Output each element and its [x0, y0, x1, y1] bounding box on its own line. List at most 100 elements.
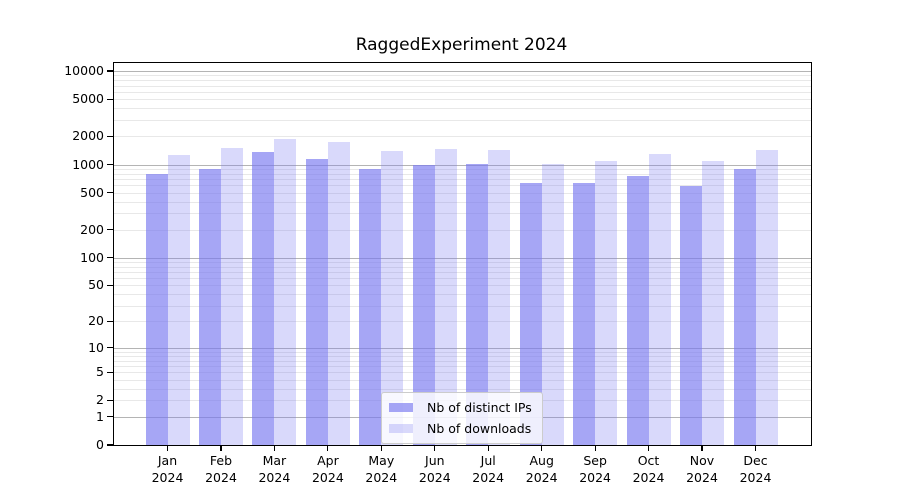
x-tick-label: Nov 2024	[686, 453, 718, 485]
y-tick-label: 50	[88, 277, 104, 293]
y-tick-label: 1	[96, 408, 104, 424]
bar-downloads	[434, 149, 457, 445]
y-tick-label: 10	[88, 339, 104, 355]
bar-distinct-ips	[359, 168, 382, 445]
minor-gridline	[114, 229, 811, 231]
y-tick-mark	[107, 98, 113, 100]
y-tick-mark	[107, 371, 113, 373]
bar-downloads	[167, 155, 190, 445]
y-tick-mark	[107, 229, 113, 231]
chart-title: RaggedExperiment 2024	[355, 35, 568, 55]
major-gridline	[114, 71, 811, 72]
minor-gridline	[114, 366, 811, 367]
bar-downloads	[274, 139, 297, 445]
y-tick-mark	[107, 444, 113, 446]
bar-downloads	[221, 147, 243, 445]
plot-area: 10000 5000 2000 1000 500 200 100 50 20 10 5 2 1 0 Jan 2…	[64, 62, 812, 485]
minor-gridline	[114, 185, 811, 187]
minor-gridline	[114, 379, 811, 381]
minor-gridline	[114, 173, 811, 175]
minor-gridline	[114, 75, 811, 77]
minor-gridline	[114, 119, 811, 121]
y-tick-mark	[107, 135, 113, 137]
minor-gridline	[114, 294, 811, 296]
y-tick-label: 2	[96, 392, 104, 408]
minor-gridline	[114, 80, 811, 82]
x-tick-mark	[701, 445, 703, 451]
x-tick-mark	[166, 445, 169, 451]
bar-distinct-ips	[145, 173, 168, 445]
bar-distinct-ips	[305, 158, 328, 445]
minor-gridline	[114, 355, 811, 357]
y-tick-mark	[107, 257, 113, 259]
minor-gridline	[114, 261, 811, 263]
legend-label-downloads: Nb of downloads	[427, 421, 532, 436]
bar-downloads	[381, 151, 404, 445]
minor-gridline	[114, 278, 811, 280]
minor-gridline	[114, 192, 811, 194]
y-tick-label: 500	[80, 184, 104, 200]
legend: Nb of distinct IPs Nb of downloads	[381, 392, 543, 444]
minor-gridline	[114, 351, 811, 353]
y-tick-mark	[107, 320, 113, 322]
bar-distinct-ips	[573, 183, 596, 445]
y-tick-label: 100	[80, 249, 104, 265]
major-gridline	[114, 164, 811, 166]
bar-downloads	[755, 150, 778, 445]
x-tick-label: Oct 2024	[632, 453, 665, 485]
y-tick-mark	[107, 416, 113, 418]
minor-gridline	[114, 360, 811, 362]
x-tick-mark	[273, 445, 275, 451]
y-tick-label: 5	[96, 364, 104, 380]
x-tick-label: Jan 2024	[151, 453, 184, 485]
minor-gridline	[114, 321, 811, 323]
y-tick-mark	[107, 399, 113, 401]
x-tick-mark	[487, 445, 489, 451]
minor-gridline	[114, 388, 811, 390]
minor-gridline	[114, 285, 811, 287]
bar-downloads	[327, 142, 350, 445]
bar-distinct-ips	[733, 168, 756, 445]
minor-gridline	[114, 99, 811, 101]
legend-item-downloads: Nb of downloads	[389, 420, 532, 437]
x-tick-label: Sep 2024	[579, 453, 611, 485]
bar-downloads	[541, 163, 564, 445]
x-tick-label: Dec 2024	[739, 453, 772, 485]
minor-gridline	[114, 372, 811, 374]
legend-item-distinct-ips: Nb of distinct IPs	[389, 399, 532, 416]
y-tick-mark	[107, 70, 113, 72]
legend-swatch-downloads	[389, 424, 413, 433]
minor-gridline	[114, 85, 811, 87]
x-tick-label: May 2024	[365, 453, 398, 485]
minor-gridline	[114, 201, 811, 203]
minor-gridline	[114, 108, 811, 110]
minor-gridline	[114, 271, 811, 273]
x-tick-mark	[220, 445, 222, 451]
y-tick-mark	[107, 163, 113, 166]
bar-downloads	[702, 161, 724, 445]
minor-gridline	[114, 305, 811, 307]
major-gridline	[114, 347, 811, 349]
x-tick-mark	[327, 445, 329, 451]
x-tick-mark	[594, 445, 596, 451]
bar-distinct-ips	[252, 152, 275, 445]
x-tick-mark	[380, 445, 382, 451]
bar-distinct-ips	[199, 168, 221, 445]
y-tick-label: 1000	[72, 156, 104, 172]
minor-gridline	[114, 136, 811, 138]
bar-downloads	[595, 160, 618, 445]
x-tick-label: Apr 2024	[311, 453, 344, 485]
bar-distinct-ips	[680, 185, 702, 445]
bar-distinct-ips	[626, 175, 649, 445]
x-tick-mark	[541, 445, 543, 451]
y-tick-label: 20	[88, 313, 104, 329]
x-tick-label: Mar 2024	[258, 453, 291, 485]
y-tick-mark	[107, 192, 113, 194]
y-tick-mark	[107, 284, 113, 286]
x-tick-label: Feb 2024	[205, 453, 237, 485]
minor-gridline	[114, 91, 811, 93]
legend-swatch-distinct-ips	[389, 403, 413, 412]
minor-gridline	[114, 266, 811, 268]
legend-label-distinct-ips: Nb of distinct IPs	[427, 400, 532, 415]
